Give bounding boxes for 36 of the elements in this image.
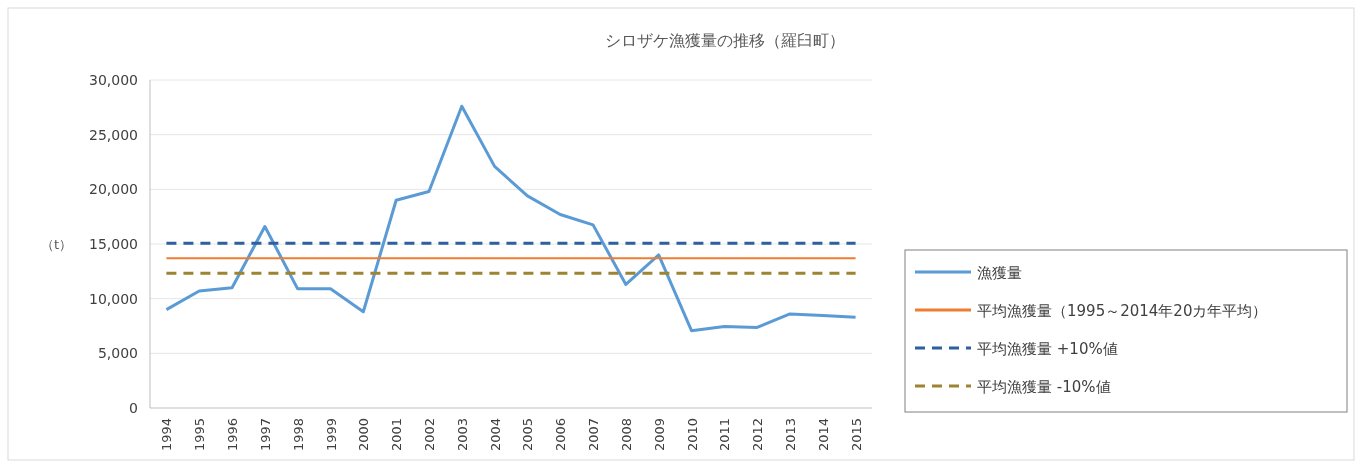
x-tick-label: 2005 [520, 418, 536, 452]
x-tick-label: 2001 [389, 418, 405, 452]
y-tick-label: 10,000 [89, 290, 138, 307]
y-axis-title: （t） [40, 237, 72, 252]
legend-label: 漁獲量 [977, 264, 1022, 282]
x-tick-label: 2004 [487, 418, 503, 452]
x-tick-label: 1998 [290, 418, 306, 452]
y-tick-label: 30,000 [89, 72, 138, 88]
x-tick-label: 2003 [454, 418, 470, 452]
x-tick-label: 1996 [225, 418, 241, 452]
legend-label: 平均漁獲量 +10%値 [977, 340, 1118, 358]
chart-title: シロザケ漁獲量の推移（羅臼町） [605, 31, 845, 50]
y-tick-label: 0 [129, 400, 138, 416]
x-tick-label: 2002 [421, 418, 437, 452]
x-tick-label: 2012 [750, 418, 766, 452]
x-tick-label: 2006 [553, 418, 569, 452]
y-tick-label: 15,000 [89, 236, 138, 252]
line-series [164, 104, 858, 333]
x-tick-label: 2010 [684, 418, 700, 452]
x-tick-label: 2015 [848, 418, 864, 452]
x-tick-label: 1995 [192, 418, 208, 452]
y-tick-label: 25,000 [89, 126, 138, 143]
x-tick-label: 1994 [159, 418, 175, 452]
x-tick-label: 1999 [323, 418, 339, 452]
legend-label: 平均漁獲量（1995～2014年20カ年平均） [977, 302, 1268, 320]
x-tick-label: 2014 [815, 418, 831, 452]
x-tick-label: 2013 [782, 418, 798, 452]
x-tick-label: 1997 [257, 418, 273, 452]
x-tick-label: 2011 [717, 418, 733, 452]
x-tick-label: 2000 [356, 418, 372, 452]
x-tick-label: 2007 [586, 418, 602, 452]
y-tick-label: 20,000 [89, 181, 138, 198]
x-tick-label: 2009 [651, 418, 667, 452]
legend-label: 平均漁獲量 -10%値 [977, 378, 1111, 396]
y-tick-label: 5,000 [97, 345, 138, 362]
x-tick-label: 2008 [618, 418, 634, 452]
